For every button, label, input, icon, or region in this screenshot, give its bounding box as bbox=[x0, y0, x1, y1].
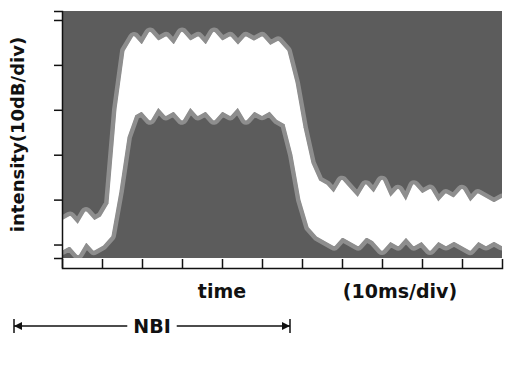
y-axis-title: intensity(10dB/div) bbox=[7, 37, 28, 232]
x-tick-mark bbox=[262, 259, 264, 268]
x-axis bbox=[63, 259, 503, 269]
span-arrowhead bbox=[282, 322, 290, 330]
x-axis-line bbox=[63, 259, 503, 269]
y-tick bbox=[54, 245, 62, 246]
x-tick bbox=[222, 259, 223, 268]
span-arrow-line bbox=[177, 325, 290, 327]
x-tick-mark bbox=[342, 259, 344, 268]
plot-background bbox=[62, 11, 502, 258]
trace-band bbox=[62, 33, 502, 253]
trace-halo bbox=[62, 33, 502, 253]
x-tick bbox=[62, 259, 63, 268]
span-arrow-line bbox=[14, 325, 127, 327]
span-annotation: NBI bbox=[14, 315, 290, 337]
y-tick bbox=[54, 65, 62, 66]
x-tick bbox=[342, 259, 343, 268]
chart: intensity(10dB/div) time (10ms/div) NBI bbox=[0, 0, 528, 365]
span-arrowhead bbox=[14, 322, 22, 330]
x-tick-mark bbox=[222, 259, 224, 268]
x-tick-mark bbox=[302, 259, 304, 268]
x-tick bbox=[302, 259, 303, 268]
y-tick-mark bbox=[54, 65, 62, 67]
x-tick bbox=[182, 259, 183, 268]
y-tick-mark bbox=[54, 244, 62, 246]
x-tick bbox=[102, 259, 103, 268]
x-tick-mark bbox=[142, 259, 144, 268]
x-tick bbox=[382, 259, 383, 268]
y-tick bbox=[54, 155, 62, 156]
y-tick bbox=[54, 110, 62, 111]
x-tick-mark bbox=[102, 259, 104, 268]
x-axis-title: time bbox=[198, 280, 246, 302]
x-unit-label: (10ms/div) bbox=[343, 280, 457, 302]
x-tick bbox=[462, 259, 463, 268]
y-tick-mark bbox=[54, 154, 62, 156]
trace-envelope bbox=[62, 105, 502, 253]
y-tick bbox=[54, 200, 62, 201]
x-tick-mark bbox=[382, 259, 384, 268]
x-tick bbox=[262, 259, 263, 268]
x-tick bbox=[422, 259, 423, 268]
x-tick-mark bbox=[182, 259, 184, 268]
y-tick-mark bbox=[54, 110, 62, 112]
y-tick-mark bbox=[54, 199, 62, 201]
x-tick-mark bbox=[62, 259, 64, 268]
y-tick bbox=[54, 20, 62, 21]
plot-area bbox=[62, 33, 502, 253]
y-tick-mark bbox=[54, 20, 62, 22]
x-tick-mark bbox=[462, 259, 464, 268]
y-axis bbox=[54, 12, 63, 259]
y-axis-line bbox=[54, 12, 63, 259]
span-label: NBI bbox=[133, 315, 170, 337]
x-tick-mark bbox=[422, 259, 424, 268]
x-tick bbox=[142, 259, 143, 268]
